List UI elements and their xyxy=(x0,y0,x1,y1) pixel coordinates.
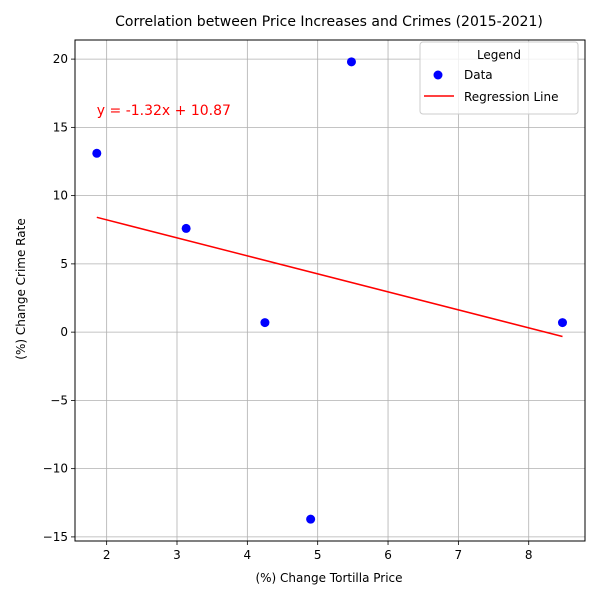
y-tick-label: 20 xyxy=(53,52,68,66)
y-tick-label: 0 xyxy=(60,325,68,339)
chart-title: Correlation between Price Increases and … xyxy=(115,14,543,30)
y-tick-label: −5 xyxy=(50,393,68,407)
legend-box xyxy=(419,41,579,115)
data-point xyxy=(181,223,191,233)
grid xyxy=(75,40,585,541)
legend-data-marker xyxy=(433,70,443,80)
regression-line-layer xyxy=(96,216,563,338)
y-tick-label: 5 xyxy=(60,257,68,271)
x-axis-label: (%) Change Tortilla Price xyxy=(255,571,402,585)
x-tick-label: 6 xyxy=(384,548,392,562)
data-point xyxy=(92,148,102,158)
x-tick-label: 8 xyxy=(525,548,533,562)
legend-label-regression: Regression Line xyxy=(464,90,558,104)
x-tick-label: 2 xyxy=(103,548,111,562)
data-point xyxy=(260,318,270,328)
y-tick-label: 15 xyxy=(53,120,68,134)
axis-ticks: 2 3 4 5 6 7 8 −15 −10 −5 0 5 10 15 20 xyxy=(43,52,533,562)
data-point xyxy=(346,57,356,67)
y-axis-label: (%) Change Crime Rate xyxy=(14,218,28,359)
regression-line xyxy=(96,216,563,338)
x-tick-label: 5 xyxy=(314,548,322,562)
legend-label-data: Data xyxy=(464,68,493,82)
plot-frame xyxy=(74,39,586,542)
legend-title: Legend xyxy=(477,48,521,62)
data-point xyxy=(306,514,316,524)
y-tick-label: 10 xyxy=(53,189,68,203)
legend: Legend Data Regression Line xyxy=(419,41,579,115)
data-point xyxy=(557,318,567,328)
y-tick-label: −10 xyxy=(43,462,68,476)
y-tick-label: −15 xyxy=(43,530,68,544)
x-tick-label: 7 xyxy=(455,548,463,562)
data-points xyxy=(92,57,567,524)
regression-equation: y = -1.32x + 10.87 xyxy=(97,103,231,119)
x-tick-label: 4 xyxy=(244,548,252,562)
x-tick-label: 3 xyxy=(173,548,181,562)
